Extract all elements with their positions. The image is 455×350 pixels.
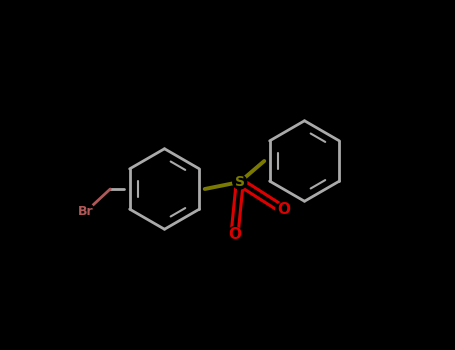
- Text: Br: Br: [78, 205, 94, 218]
- Circle shape: [276, 202, 291, 218]
- Circle shape: [233, 175, 247, 189]
- Text: O: O: [277, 203, 290, 217]
- Text: S: S: [235, 175, 245, 189]
- Circle shape: [227, 227, 242, 242]
- Circle shape: [77, 203, 95, 220]
- Text: O: O: [228, 227, 241, 242]
